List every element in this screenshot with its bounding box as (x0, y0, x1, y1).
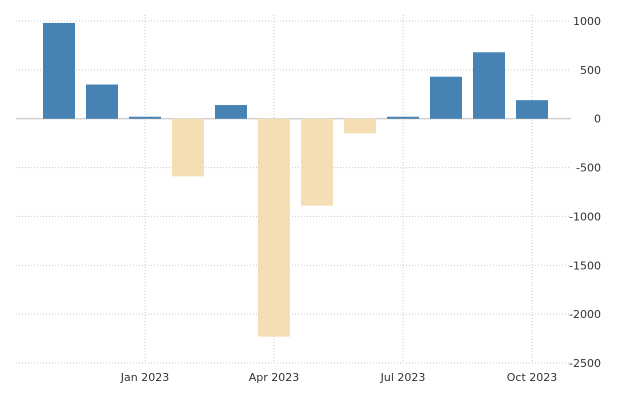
x-tick-label: Jul 2023 (380, 371, 426, 384)
bar-jul-2023 (387, 116, 419, 119)
y-tick-label: 1000 (573, 15, 601, 28)
bar-jun-2023 (344, 118, 376, 134)
bar-apr-2023 (258, 118, 290, 337)
x-tick-label: Apr 2023 (249, 371, 300, 384)
y-tick-label: -2500 (569, 357, 601, 370)
y-tick-label: -500 (576, 162, 601, 175)
x-axis: Jan 2023 Apr 2023 Jul 2023 Oct 2023 (120, 371, 557, 384)
bar-dec-2022 (86, 84, 118, 119)
y-tick-label: -1500 (569, 259, 601, 272)
x-tick-label: Jan 2023 (120, 371, 169, 384)
bar-mar-2023 (215, 105, 247, 119)
y-tick-label: -1000 (569, 210, 601, 223)
x-tick-label: Oct 2023 (507, 371, 558, 384)
bar-may-2023 (301, 118, 333, 206)
bar-jan-2023 (129, 116, 161, 119)
bar-oct-2023 (516, 100, 548, 119)
y-tick-label: 0 (594, 113, 601, 126)
y-axis: 1000 500 0 -500 -1000 -1500 -2000 -2500 (569, 15, 601, 370)
bar-feb-2023 (172, 118, 204, 177)
bars (43, 22, 548, 337)
y-tick-label: 500 (580, 64, 601, 77)
bar-nov-2022 (43, 22, 75, 119)
bar-sep-2023 (473, 52, 505, 119)
bar-aug-2023 (430, 76, 462, 119)
y-tick-label: -2000 (569, 308, 601, 321)
